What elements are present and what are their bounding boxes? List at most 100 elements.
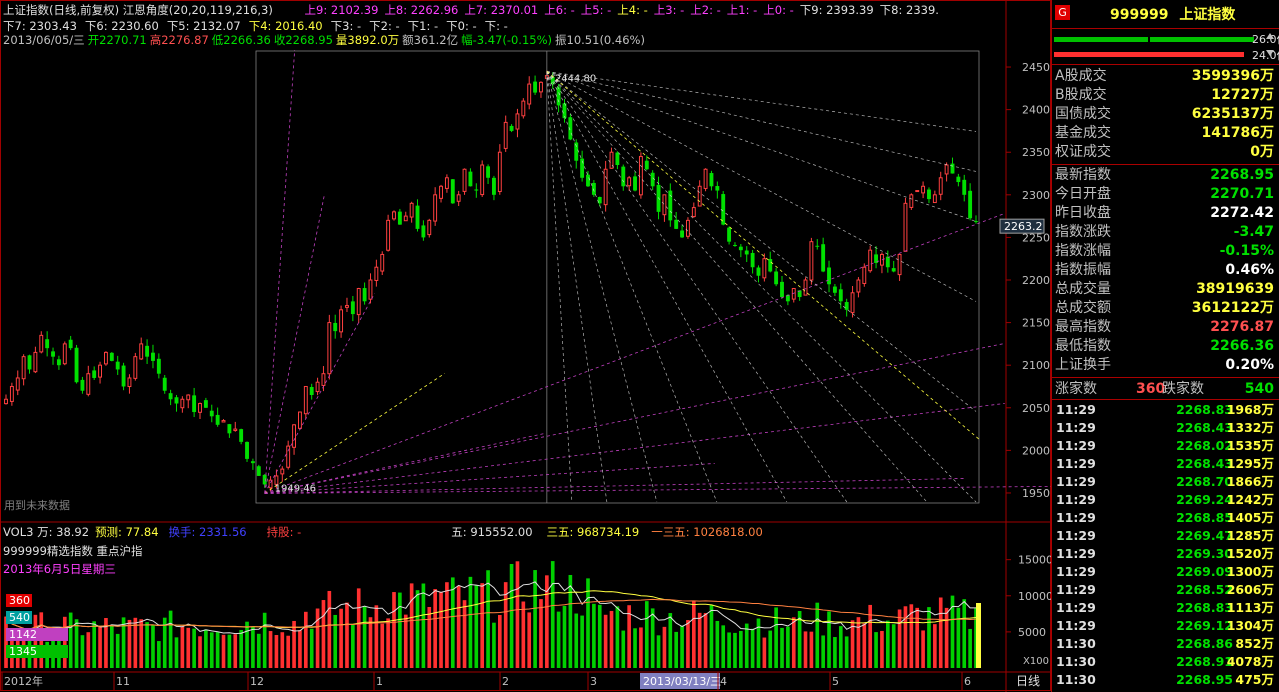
tick-row[interactable]: 11:29 2268.43 1295万: [1052, 455, 1278, 473]
volume-bar: [497, 614, 502, 668]
low-label: 1949.46: [275, 483, 316, 494]
volume-bar: [780, 627, 784, 668]
candle-body: [203, 400, 208, 408]
volume-bar: [509, 563, 514, 668]
volume-bar: [650, 608, 655, 668]
x-tick-label: 6: [964, 675, 971, 688]
candle-body: [227, 424, 232, 434]
volume-bar: [515, 561, 520, 668]
candle-body: [268, 479, 273, 489]
stat-value: -3.47: [1233, 224, 1274, 240]
tick-row[interactable]: 11:29 2268.85 1405万: [1052, 509, 1278, 527]
tick-price: 2268.83: [1176, 600, 1233, 615]
volume-field: 一三五: 1026818.00: [651, 525, 763, 539]
candle-body: [774, 271, 779, 285]
volume-bar: [227, 634, 232, 668]
gann-line: [546, 71, 977, 503]
tick-row[interactable]: 11:30 2268.95 475万: [1052, 671, 1278, 689]
gann-line: [264, 343, 1005, 494]
tick-row[interactable]: 11:30 2268.86 852万: [1052, 635, 1278, 653]
tick-row[interactable]: 11:29 2269.09 1300万: [1052, 563, 1278, 581]
candle-body: [627, 177, 632, 187]
volume-bar: [644, 601, 649, 668]
candle-body: [550, 76, 555, 85]
x-tick-label: 12: [250, 675, 264, 688]
candle-body: [897, 253, 902, 276]
tick-price: 2269.24: [1176, 492, 1233, 507]
volume-bar: [627, 605, 631, 668]
volume-field: 换手: 2331.56: [168, 525, 247, 539]
volume-bar: [209, 632, 214, 668]
candle-body: [215, 414, 220, 425]
advance-value: 360: [1136, 381, 1166, 397]
volume-bar: [356, 588, 361, 668]
tick-row[interactable]: 11:29 2269.47 1285万: [1052, 527, 1278, 545]
chart-title: 上证指数(日线,前复权) 江恩角度(20,20,119,216,3): [3, 3, 273, 17]
volume-header: VOL3 万: 38.92 预测: 77.84 换手: 2331.56 持股: - 五:…: [3, 524, 763, 540]
y-tick-label: 2400: [1022, 104, 1050, 117]
candle-body: [397, 211, 402, 225]
tick-row[interactable]: 11:29 2268.70 1866万: [1052, 473, 1278, 491]
volume-bar: [621, 630, 626, 668]
tick-row[interactable]: 11:29 2268.83 1968万: [1052, 401, 1278, 419]
stat-row: 今日开盘 2270.71: [1052, 185, 1278, 204]
tick-volume: 1332万: [1226, 420, 1274, 435]
volume-bar: [198, 636, 202, 668]
tick-price: 2269.12: [1176, 618, 1233, 633]
candle-body: [703, 168, 708, 189]
candle-body: [591, 182, 596, 195]
tick-row[interactable]: 11:29 2268.43 1332万: [1052, 419, 1278, 437]
level-label: 下6: 2230.60: [84, 19, 159, 33]
volume-bar: [739, 630, 743, 668]
candle-body: [497, 151, 502, 193]
price-chart[interactable]: 1950 2000 2050 2100 2150 2200 2250 2300 2350 2400…: [0, 0, 1051, 692]
volume-bar: [68, 612, 73, 668]
buy-bar-1: [1054, 37, 1148, 42]
level-label: 上6: -: [544, 3, 575, 17]
tick-row[interactable]: 11:29 2268.02 1535万: [1052, 437, 1278, 455]
volume-bar: [333, 614, 338, 668]
candle-body: [809, 241, 814, 281]
candle-body: [486, 166, 491, 178]
volume-bar: [891, 624, 896, 668]
tick-price: 2268.43: [1176, 456, 1233, 471]
stat-row: 最新指数 2268.95: [1052, 166, 1278, 185]
candle-body: [27, 355, 32, 370]
chart-frame: [0, 0, 1051, 691]
level-label: 下9: 2393.39: [799, 3, 874, 17]
x-tick-label: 2012年: [4, 674, 43, 688]
level-label: 下3: -: [330, 19, 362, 33]
tick-row[interactable]: 11:29 2268.83 1113万: [1052, 599, 1278, 617]
candle-body: [421, 225, 426, 238]
tick-row[interactable]: 11:30 2268.91 4078万: [1052, 653, 1278, 671]
volume-bar: [944, 607, 949, 668]
volume-bar: [727, 632, 731, 668]
volume-bar: [151, 625, 155, 668]
volume-bar: [580, 615, 584, 668]
volume-bar: [703, 613, 708, 668]
stat-label: 指数振幅: [1055, 262, 1111, 278]
period-label: 日线: [1016, 674, 1040, 688]
tick-volume: 1300万: [1226, 564, 1274, 579]
tick-volume: 1866万: [1226, 474, 1274, 489]
tick-time: 11:29: [1056, 528, 1096, 543]
tick-row[interactable]: 11:29 2269.12 1304万: [1052, 617, 1278, 635]
scroll-up-icon[interactable]: [1266, 33, 1274, 39]
volume-bar: [351, 624, 355, 668]
volume-bar: [345, 602, 349, 668]
volume-bar: [927, 607, 931, 668]
stat-label: 最低指数: [1055, 338, 1111, 354]
gann-line: [546, 71, 977, 412]
volume-bar: [603, 614, 608, 668]
tick-row[interactable]: 11:29 2269.30 1520万: [1052, 545, 1278, 563]
volume-bar: [968, 628, 972, 668]
candle-body: [245, 441, 249, 459]
scroll-down-icon[interactable]: [1266, 50, 1274, 56]
volume-bar: [674, 631, 679, 668]
tick-row[interactable]: 11:29 2269.24 1242万: [1052, 491, 1278, 509]
tick-row[interactable]: 11:29 2268.52 2606万: [1052, 581, 1278, 599]
candle-body: [521, 100, 526, 117]
volume-bar: [268, 631, 273, 668]
volume-bar: [933, 624, 937, 668]
tick-price: 2269.30: [1176, 546, 1233, 561]
